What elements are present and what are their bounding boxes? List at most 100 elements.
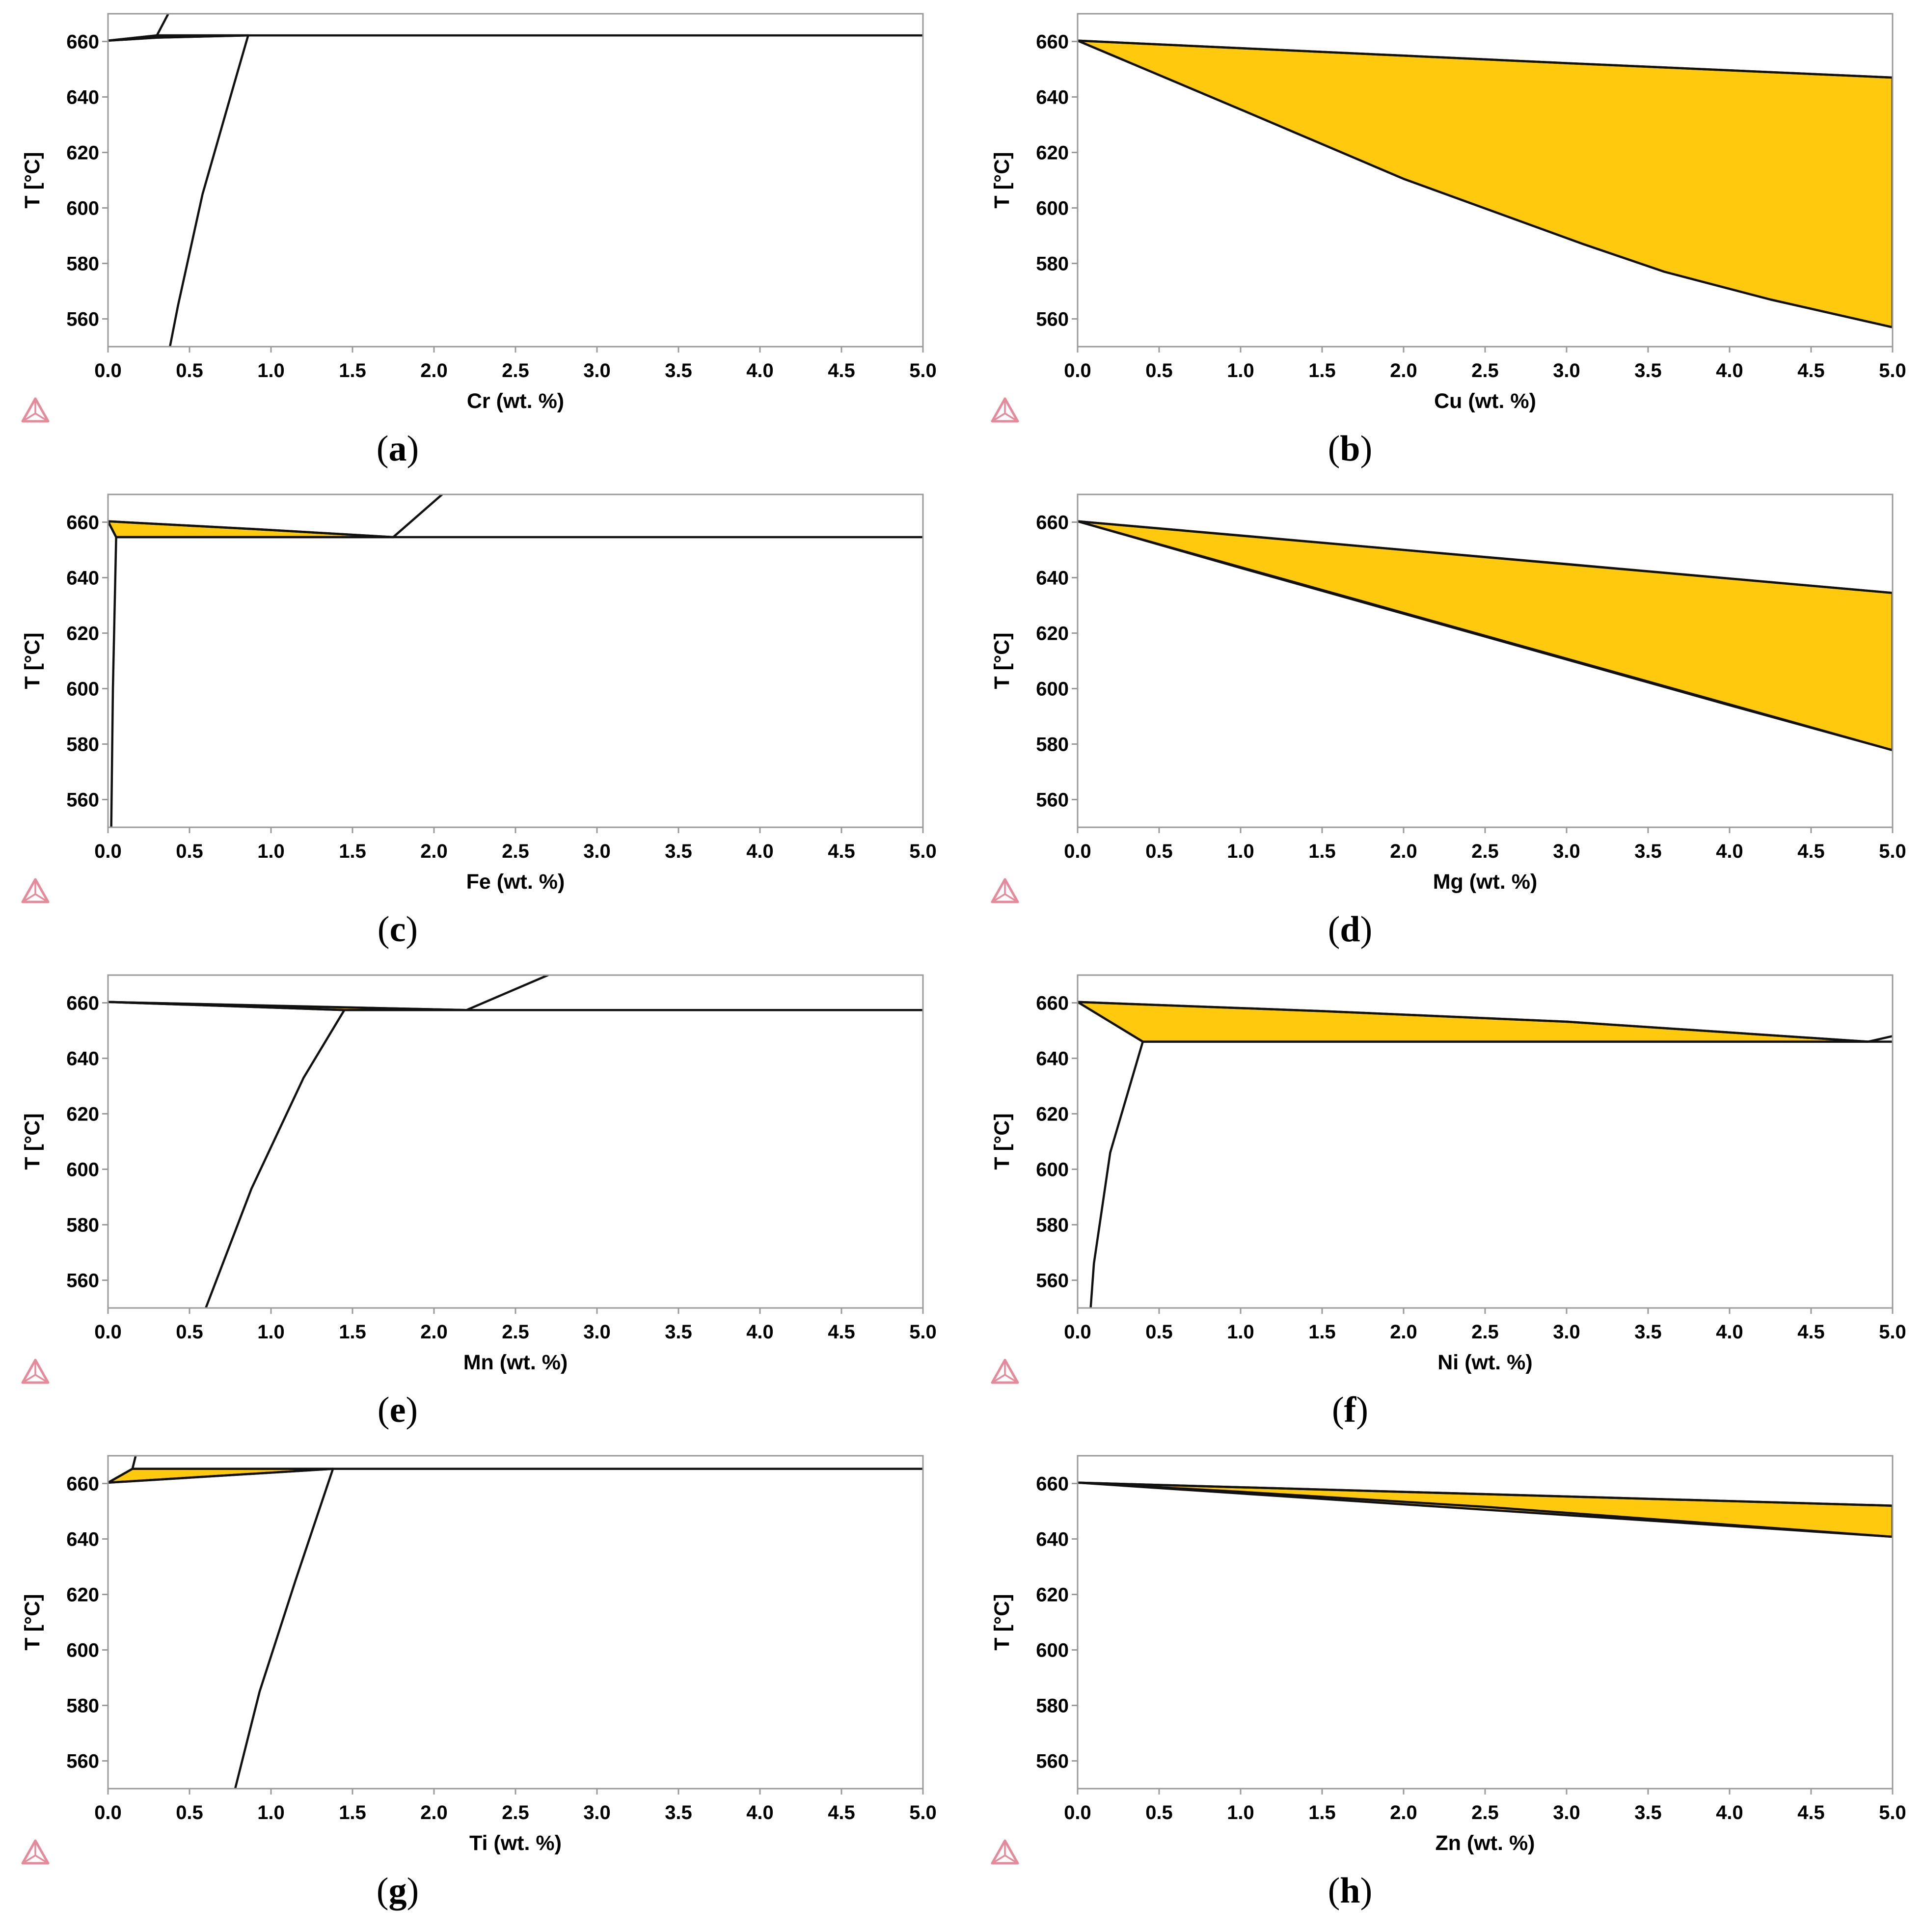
x-axis-label: Mn (wt. %) (463, 1351, 568, 1374)
thermo-calc-triangle-icon (21, 878, 50, 903)
y-tick-label: 620 (1036, 1584, 1069, 1606)
x-tick-label: 4.5 (828, 360, 855, 381)
y-tick-label: 620 (1036, 1104, 1069, 1125)
y-tick-label: 620 (66, 1584, 99, 1606)
panel-d: 0.0 0.5 1.0 1.5 2.0 2.5 3.0 3.5 4.0 4.5 5.0 560 580 6… (990, 493, 1906, 950)
plot-frame (107, 1455, 924, 1790)
x-tick-label: 2.5 (1471, 1321, 1499, 1343)
x-tick-label: 2.5 (502, 1321, 529, 1343)
x-tick-label: 2.0 (420, 841, 448, 862)
plot-frame (107, 13, 924, 348)
x-tick-label: 2.0 (1390, 360, 1417, 381)
panel-g: 0.0 0.5 1.0 1.5 2.0 2.5 3.0 3.5 4.0 4.5 5.0 560 580 6… (21, 1455, 937, 1911)
panel-c: 0.0 0.5 1.0 1.5 2.0 2.5 3.0 3.5 4.0 4.5 5.0 560 580 6… (21, 493, 937, 950)
x-tick-label: 2.0 (1390, 841, 1417, 862)
y-tick-label: 600 (1036, 1640, 1069, 1661)
phase-boundary-line (168, 34, 249, 347)
x-tick-label: 4.0 (1716, 360, 1743, 381)
x-tick-label: 1.5 (1308, 360, 1336, 381)
two-phase-region (1078, 1001, 1869, 1043)
y-tick-label: 640 (1036, 1048, 1069, 1070)
x-tick-label: 2.5 (1471, 360, 1499, 381)
phase-boundary-line (1078, 520, 1893, 594)
y-tick-label: 660 (1036, 993, 1069, 1014)
phase-boundary-line (108, 34, 249, 42)
x-tick-label: 4.5 (828, 1321, 855, 1343)
phase-boundary-line (465, 975, 549, 1011)
y-tick-label: 640 (66, 1048, 99, 1070)
y-tick-label: 660 (1036, 512, 1069, 534)
x-tick-label: 0.5 (1145, 1802, 1173, 1823)
y-tick-label: 600 (66, 679, 99, 700)
panel-e: 0.0 0.5 1.0 1.5 2.0 2.5 3.0 3.5 4.0 4.5 5.0 560 580 6… (21, 974, 937, 1430)
x-tick-label: 1.0 (1227, 360, 1254, 381)
panel-caption: (g) (377, 1871, 419, 1911)
y-axis-label: T [°C] (21, 152, 44, 208)
panel-caption: (a) (377, 429, 419, 469)
y-tick-label: 580 (66, 253, 99, 275)
x-tick-label: 2.0 (420, 360, 448, 381)
y-axis-label: T [°C] (21, 632, 44, 689)
y-tick-label: 600 (1036, 198, 1069, 219)
x-tick-label: 1.0 (257, 360, 285, 381)
x-tick-label: 4.0 (746, 841, 774, 862)
y-tick-label: 580 (66, 1695, 99, 1717)
y-tick-label: 580 (1036, 1695, 1069, 1717)
y-tick-label: 560 (66, 1270, 99, 1292)
panel-a-data (108, 14, 923, 347)
x-tick-label: 3.5 (1634, 1802, 1662, 1823)
phase-boundary-line (108, 1001, 468, 1011)
y-tick-label: 660 (66, 31, 99, 53)
x-tick-label: 2.0 (420, 1321, 448, 1343)
y-tick-label: 560 (1036, 789, 1069, 811)
x-tick-label: 4.5 (1797, 1321, 1825, 1343)
phase-boundary-line (1078, 1481, 1893, 1507)
panel-caption: (c) (378, 909, 418, 950)
y-tick-label: 620 (1036, 142, 1069, 164)
thermo-calc-triangle-icon (991, 397, 1019, 423)
x-tick-label: 0.0 (94, 1802, 122, 1823)
x-tick-label: 3.0 (583, 1321, 611, 1343)
x-tick-label: 3.0 (1553, 1802, 1580, 1823)
panel-e-data (108, 975, 923, 1308)
x-tick-label: 5.0 (1879, 1802, 1906, 1823)
phase-boundary-line (110, 536, 117, 827)
x-tick-label: 0.5 (176, 1321, 203, 1343)
x-tick-label: 1.0 (257, 1321, 285, 1343)
y-axis-label: T [°C] (990, 632, 1014, 689)
y-tick-label: 620 (66, 142, 99, 164)
thermo-calc-triangle-icon (21, 1359, 50, 1384)
x-axis-label: Fe (wt. %) (466, 870, 565, 894)
y-tick-label: 560 (66, 1751, 99, 1772)
x-tick-label: 0.0 (1064, 1802, 1091, 1823)
phase-boundary-line (1078, 39, 1893, 79)
x-tick-label: 5.0 (909, 1321, 937, 1343)
y-tick-label: 560 (1036, 1751, 1069, 1772)
x-tick-label: 2.5 (502, 1802, 529, 1823)
x-tick-label: 3.0 (1553, 360, 1580, 381)
x-tick-label: 0.0 (94, 360, 122, 381)
x-tick-label: 3.0 (583, 360, 611, 381)
thermo-calc-triangle-icon (991, 1359, 1019, 1384)
x-tick-label: 2.0 (1390, 1321, 1417, 1343)
x-tick-label: 5.0 (1879, 841, 1906, 862)
panel-f: 0.0 0.5 1.0 1.5 2.0 2.5 3.0 3.5 4.0 4.5 5.0 560 580 6… (990, 974, 1906, 1430)
y-axis-label: T [°C] (21, 1594, 44, 1650)
x-axis-label: Ti (wt. %) (469, 1831, 562, 1855)
x-tick-label: 4.0 (1716, 1802, 1743, 1823)
y-tick-label: 560 (1036, 1270, 1069, 1292)
y-tick-label: 640 (66, 1529, 99, 1551)
panel-h: 0.0 0.5 1.0 1.5 2.0 2.5 3.0 3.5 4.0 4.5 5.0 560 580 6… (990, 1455, 1906, 1911)
x-axis-label: Cu (wt. %) (1434, 389, 1536, 413)
y-tick-label: 600 (1036, 1159, 1069, 1181)
phase-boundary-line (234, 1468, 334, 1789)
thermo-calc-triangle-icon (991, 1839, 1019, 1865)
x-tick-label: 2.5 (502, 841, 529, 862)
x-tick-label: 1.5 (1308, 1802, 1336, 1823)
x-tick-label: 3.5 (665, 1802, 692, 1823)
y-tick-label: 660 (1036, 31, 1069, 53)
phase-boundary-line (392, 494, 443, 539)
x-tick-label: 1.0 (257, 841, 285, 862)
x-tick-label: 2.5 (1471, 841, 1499, 862)
phase-boundary-line (156, 14, 170, 37)
